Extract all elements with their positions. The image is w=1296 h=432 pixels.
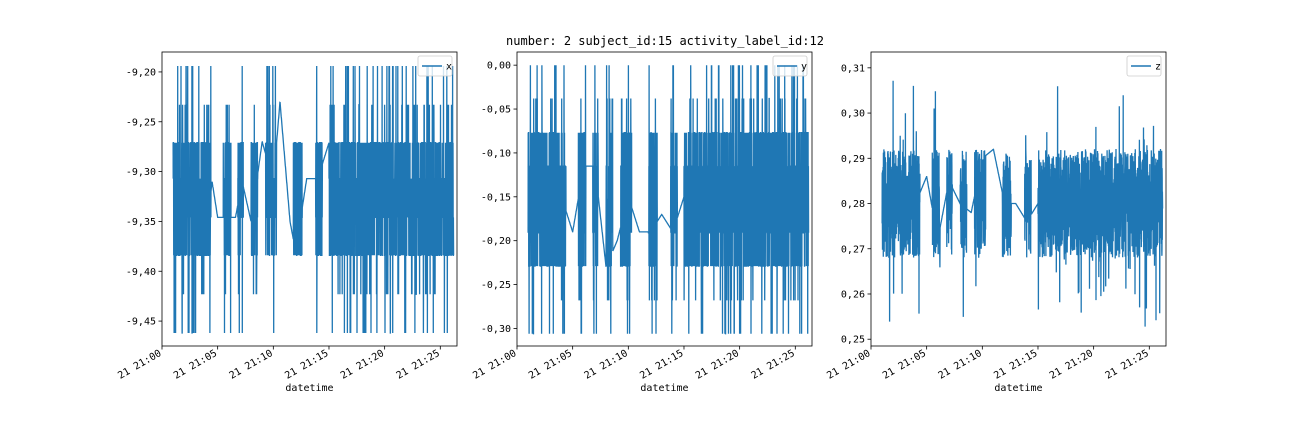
x-tick-label: 21 21:25 bbox=[395, 348, 442, 382]
axes-frame bbox=[161, 51, 458, 347]
legend: x bbox=[417, 55, 453, 77]
x-tick-label: 21 21:10 bbox=[937, 348, 984, 382]
legend: y bbox=[772, 55, 808, 77]
y-tick-label: 0,27 bbox=[841, 244, 865, 255]
legend-label: z bbox=[1155, 62, 1161, 73]
x-tick-label: 21 21:00 bbox=[116, 348, 163, 382]
y-tick-label: -0,15 bbox=[481, 192, 511, 203]
legend: z bbox=[1126, 55, 1162, 77]
x-axis-label: datetime bbox=[285, 383, 333, 394]
y-tick-label: 0,28 bbox=[841, 199, 865, 210]
x-tick-label: 21 21:20 bbox=[1048, 348, 1095, 382]
axes-frame bbox=[516, 51, 813, 347]
x-tick-label: 21 21:10 bbox=[583, 348, 630, 382]
chart-panel-x: -9,20 -9,25 -9,30 -9,35 -9,40 -9,45 21 21:00 21… bbox=[116, 51, 458, 394]
y-tick-label: 0,25 bbox=[841, 335, 865, 346]
y-tick-label: -0,30 bbox=[481, 324, 511, 335]
x-tick-label: 21 21:05 bbox=[881, 348, 928, 382]
y-tick-label: -0,05 bbox=[481, 105, 511, 116]
y-tick-label: -9,45 bbox=[126, 317, 156, 328]
y-tick-label: -9,25 bbox=[126, 117, 156, 128]
axes-frame bbox=[870, 51, 1167, 347]
x-tick-label: 21 21:25 bbox=[750, 348, 797, 382]
x-tick-label: 21 21:25 bbox=[1104, 348, 1151, 382]
x-tick-label: 21 21:10 bbox=[228, 348, 275, 382]
x-tick-label: 21 21:15 bbox=[283, 348, 330, 382]
series-line-x bbox=[172, 65, 455, 334]
series-line-y bbox=[527, 65, 810, 335]
x-tick-label: 21 21:05 bbox=[172, 348, 219, 382]
y-tick-label: -9,35 bbox=[126, 217, 156, 228]
y-tick-label: 0,00 bbox=[487, 61, 511, 72]
y-tick-label: 0,31 bbox=[841, 63, 865, 74]
x-axis-label: datetime bbox=[994, 383, 1042, 394]
legend-label: y bbox=[801, 62, 807, 73]
x-tick-label: 21 21:00 bbox=[471, 348, 518, 382]
x-tick-label: 21 21:15 bbox=[638, 348, 685, 382]
x-tick-label: 21 21:05 bbox=[527, 348, 574, 382]
x-tick-label: 21 21:20 bbox=[694, 348, 741, 382]
y-tick-label: -9,30 bbox=[126, 167, 156, 178]
y-tick-label: 0,29 bbox=[841, 154, 865, 165]
y-tick-label: -0,25 bbox=[481, 280, 511, 291]
y-tick-label: -0,10 bbox=[481, 148, 511, 159]
figure-title: number: 2 subject_id:15 activity_label_i… bbox=[506, 34, 824, 48]
chart-panel-y: 0,00 -0,05 -0,10 -0,15 -0,20 -0,25 -0,30 21 21:… bbox=[471, 51, 813, 394]
x-axis-label: datetime bbox=[640, 383, 688, 394]
y-tick-label: -9,20 bbox=[126, 67, 156, 78]
y-tick-label: 0,30 bbox=[841, 109, 865, 120]
x-tick-label: 21 21:00 bbox=[825, 348, 872, 382]
series-line-z bbox=[881, 80, 1164, 327]
x-tick-label: 21 21:20 bbox=[339, 348, 386, 382]
y-tick-label: -9,40 bbox=[126, 267, 156, 278]
chart-panel-z: 0,31 0,30 0,29 0,28 0,27 0,26 0,25 21 21:00 21 2… bbox=[825, 51, 1167, 394]
y-tick-label: -0,20 bbox=[481, 236, 511, 247]
legend-label: x bbox=[446, 62, 452, 73]
x-tick-label: 21 21:15 bbox=[992, 348, 1039, 382]
y-tick-label: 0,26 bbox=[841, 289, 865, 300]
